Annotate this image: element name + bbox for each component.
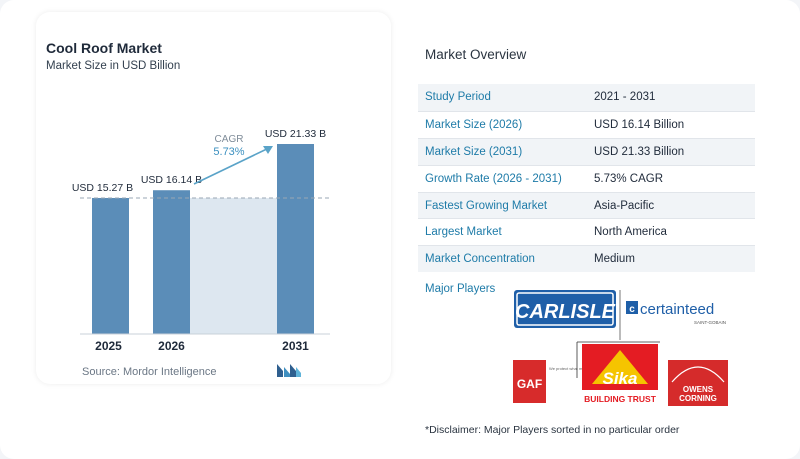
svg-text:c: c — [629, 304, 635, 315]
gaf-logo: GAF We protect what matters most — [513, 360, 603, 403]
sika-logo: Sika BUILDING TRUST — [582, 344, 658, 406]
bar-value-label: USD 16.14 B — [141, 174, 202, 186]
overview-row-value: Medium — [594, 253, 635, 266]
overview-row-label: Study Period — [425, 91, 491, 104]
carlisle-logo-text: CARLISLE — [515, 301, 616, 323]
cagr-label: CAGR — [215, 134, 244, 145]
overview-row: Largest Market North America — [418, 218, 755, 245]
owens-logo-text-1: OWENS — [683, 385, 714, 394]
x-tick-label: 2025 — [95, 339, 122, 353]
bar-2026 — [153, 190, 190, 334]
projection-area — [190, 197, 277, 334]
overview-row-label: Market Concentration — [425, 253, 535, 266]
overview-row-value: 5.73% CAGR — [594, 172, 664, 185]
owens-corning-logo: OWENS CORNING — [668, 360, 728, 406]
overview-row: Market Size (2031) USD 21.33 Billion — [418, 137, 755, 165]
source-note: Source: Mordor Intelligence — [82, 366, 217, 378]
overview-row-label: Largest Market — [425, 226, 502, 239]
certainteed-logo-sub: SAINT-GOBAIN — [694, 320, 726, 325]
sika-logo-text: Sika — [603, 369, 638, 388]
carlisle-logo: CARLISLE — [514, 290, 616, 328]
cagr-arrow-head — [263, 146, 273, 154]
overview-row: Fastest Growing Market Asia-Pacific — [418, 191, 755, 219]
overview-row: Study Period 2021 - 2031 — [418, 84, 755, 111]
major-players-label: Major Players — [425, 283, 496, 295]
overview-row-value: Asia-Pacific — [594, 199, 655, 212]
overview-row: Growth Rate (2026 - 2031) 5.73% CAGR — [418, 164, 755, 192]
overview-row-value: 2021 - 2031 — [594, 91, 656, 104]
overview-row-label: Market Size (2026) — [425, 118, 523, 131]
overview-title: Market Overview — [425, 47, 527, 62]
bar-2031 — [277, 144, 314, 334]
x-tick-label: 2026 — [158, 339, 185, 353]
overview-row-value: USD 16.14 Billion — [594, 118, 685, 131]
x-tick-label: 2031 — [282, 339, 309, 353]
owens-logo-text-2: CORNING — [679, 394, 717, 403]
chart-subtitle: Market Size in USD Billion — [46, 60, 181, 72]
disclaimer: *Disclaimer: Major Players sorted in no … — [425, 424, 680, 436]
overview-row-label: Fastest Growing Market — [425, 199, 548, 212]
bar-value-label: USD 15.27 B — [72, 182, 133, 194]
certainteed-logo: c certainteed SAINT-GOBAIN — [619, 290, 726, 340]
certainteed-logo-text: certainteed — [640, 301, 714, 318]
chart-title: Cool Roof Market — [46, 40, 162, 56]
gaf-logo-text: GAF — [517, 377, 542, 391]
cagr-arrow — [193, 146, 272, 185]
overview-row-value: USD 21.33 Billion — [594, 145, 685, 158]
overview-row: Market Size (2026) USD 16.14 Billion — [418, 110, 755, 138]
overview-row-label: Growth Rate (2026 - 2031) — [425, 172, 562, 185]
overview-row-value: North America — [594, 226, 667, 239]
sika-logo-tagline: BUILDING TRUST — [584, 394, 657, 404]
gaf-logo-tagline: We protect what matters most — [549, 366, 603, 371]
overview-row-label: Market Size (2031) — [425, 145, 523, 158]
overview-row: Market Concentration Medium — [418, 245, 755, 273]
mordor-logo-icon — [277, 364, 301, 377]
bar-2025 — [92, 197, 129, 334]
bar-value-label: USD 21.33 B — [265, 128, 326, 140]
overview-table: Study Period 2021 - 2031 Market Size (2026… — [418, 84, 755, 273]
cagr-value: 5.73% — [213, 146, 244, 158]
